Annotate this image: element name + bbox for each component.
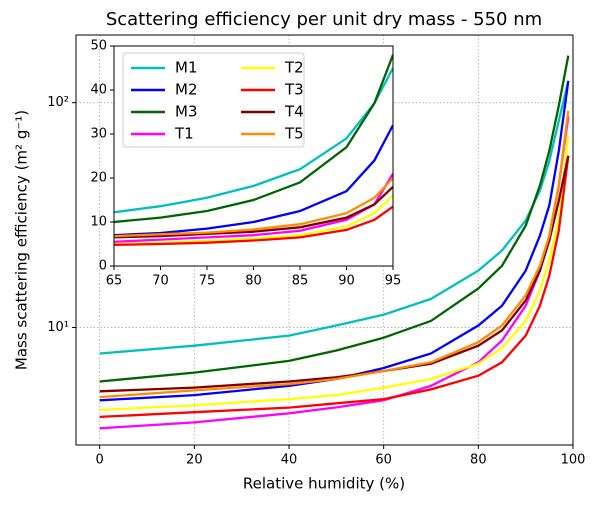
plot-frame bbox=[75, 34, 574, 446]
legend-label: T2 bbox=[284, 59, 304, 77]
y-tick-label: 10¹ bbox=[47, 320, 69, 335]
legend-label: M3 bbox=[175, 103, 198, 121]
legend-box bbox=[122, 52, 305, 148]
series-line bbox=[114, 124, 393, 237]
y-axis-label: Mass scattering efficiency (m² g⁻¹) bbox=[13, 110, 31, 370]
legend-label: T4 bbox=[284, 103, 304, 121]
x-tick-label: 0 bbox=[96, 453, 104, 468]
y-tick-label: 20 bbox=[90, 171, 107, 186]
legend-label: T3 bbox=[284, 81, 304, 99]
series-line bbox=[99, 80, 570, 402]
series-line bbox=[114, 185, 393, 239]
y-tick-label: 10 bbox=[90, 215, 107, 230]
series-line bbox=[114, 54, 393, 224]
series-group bbox=[114, 54, 393, 247]
y-tick-label: 30 bbox=[90, 127, 107, 142]
plot-frame bbox=[113, 45, 394, 267]
x-tick-label: 95 bbox=[385, 274, 402, 289]
series-group bbox=[99, 55, 570, 430]
series-line bbox=[99, 135, 570, 412]
x-tick-label: 40 bbox=[281, 453, 298, 468]
series-line bbox=[99, 80, 570, 355]
series-line bbox=[114, 177, 393, 238]
y-tick-label: 10² bbox=[47, 95, 69, 110]
y-tick-label: 0 bbox=[99, 259, 107, 274]
series-line bbox=[99, 110, 570, 399]
chart-title: Scattering efficiency per unit dry mass … bbox=[106, 9, 542, 30]
x-tick-label: 85 bbox=[292, 274, 309, 289]
legend-label: M2 bbox=[175, 81, 198, 99]
x-tick-label: 80 bbox=[245, 274, 262, 289]
y-tick-label: 50 bbox=[90, 39, 107, 54]
x-tick-label: 70 bbox=[152, 274, 169, 289]
series-line bbox=[114, 194, 393, 246]
legend-label: T5 bbox=[284, 125, 304, 143]
legend-label: T1 bbox=[174, 125, 194, 143]
y-tick-label: 40 bbox=[90, 83, 107, 98]
x-tick-label: 65 bbox=[106, 274, 123, 289]
x-axis-label: Relative humidity (%) bbox=[243, 475, 405, 493]
x-tick-label: 20 bbox=[186, 453, 203, 468]
x-tick-label: 60 bbox=[375, 453, 392, 468]
x-tick-label: 100 bbox=[561, 453, 586, 468]
series-line bbox=[99, 155, 570, 393]
x-tick-label: 90 bbox=[338, 274, 355, 289]
x-tick-label: 75 bbox=[199, 274, 216, 289]
x-tick-label: 80 bbox=[470, 453, 487, 468]
series-line bbox=[114, 205, 393, 247]
series-line bbox=[99, 155, 570, 419]
legend-label: M1 bbox=[175, 59, 198, 77]
series-line bbox=[99, 55, 570, 383]
